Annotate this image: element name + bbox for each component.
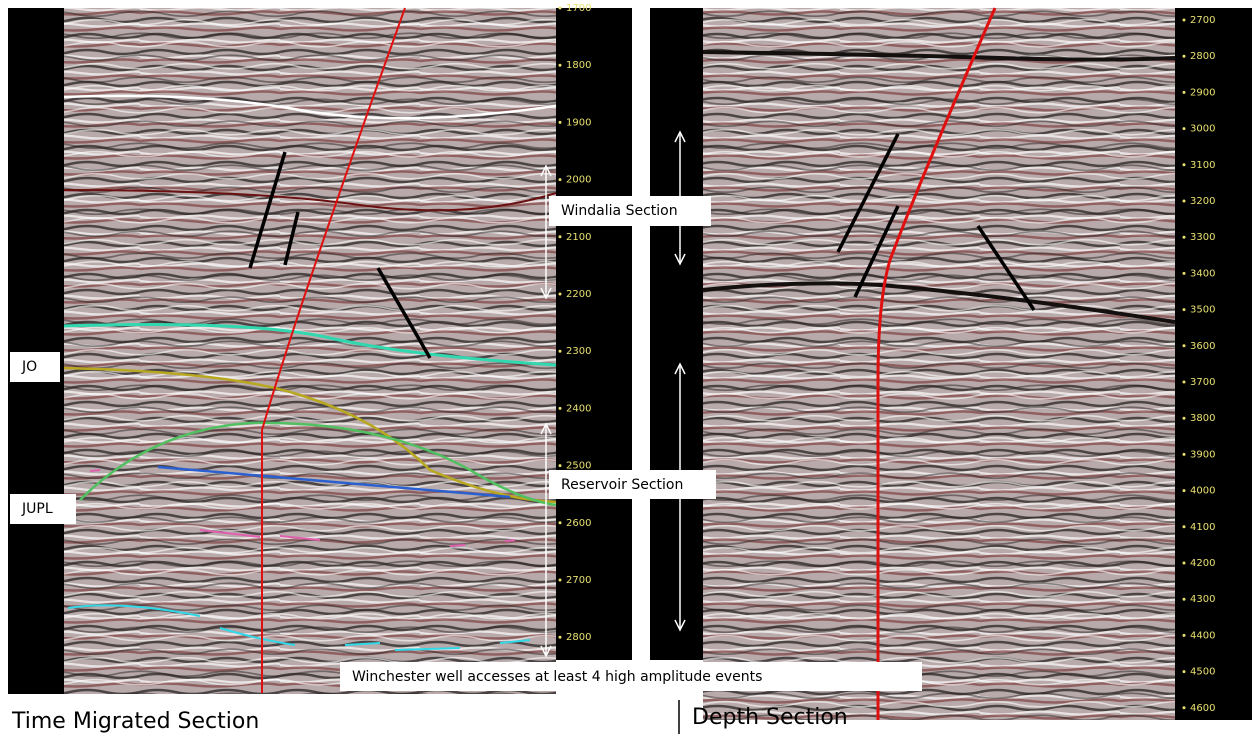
tick-label: 2100	[566, 232, 591, 243]
tick-dot	[559, 407, 562, 410]
axis-strip	[1175, 8, 1252, 720]
tick-dot	[1183, 91, 1186, 94]
label-box: Winchester well accesses at least 4 high…	[340, 662, 922, 691]
tick-label: 3200	[1190, 196, 1215, 207]
tick-label: 3600	[1190, 341, 1215, 352]
tick-dot	[1183, 489, 1186, 492]
panel-title: Time Migrated Section	[11, 709, 259, 734]
tick-label: 3000	[1190, 124, 1215, 135]
tick-label: 3500	[1190, 305, 1215, 316]
tick-dot	[559, 7, 562, 10]
tick-dot	[559, 636, 562, 639]
tick-dot	[559, 579, 562, 582]
tick-label: 3900	[1190, 449, 1215, 460]
tick-dot	[1183, 670, 1186, 673]
tick-label: 3100	[1190, 160, 1215, 171]
label-box: Reservoir Section	[549, 470, 716, 499]
tick-label: 2800	[1190, 51, 1215, 62]
label-box: JUPL	[10, 494, 76, 524]
tick-dot	[559, 121, 562, 124]
tick-dot	[1183, 19, 1186, 22]
tick-dot	[1183, 417, 1186, 420]
tick-label: 4100	[1190, 522, 1215, 533]
tick-dot	[1183, 598, 1186, 601]
tick-dot	[1183, 55, 1186, 58]
seismic-texture	[703, 8, 1175, 720]
tick-dot	[1183, 453, 1186, 456]
tick-label: 3700	[1190, 377, 1215, 388]
panel-strip	[650, 8, 703, 660]
tick-label: 3300	[1190, 232, 1215, 243]
tick-label: 3400	[1190, 268, 1215, 279]
panel-title: Depth Section	[692, 705, 848, 730]
tick-dot	[559, 293, 562, 296]
label-box: JO	[10, 352, 60, 382]
tick-dot	[1183, 236, 1186, 239]
tick-dot	[1183, 381, 1186, 384]
tick-dot	[559, 178, 562, 181]
tick-dot	[559, 464, 562, 467]
tick-label: 2000	[566, 175, 591, 186]
tick-label: 2700	[1190, 15, 1215, 26]
tick-label: 2600	[566, 518, 591, 529]
tick-label: 2200	[566, 289, 591, 300]
tick-label: 2800	[566, 632, 591, 643]
tick-label: 4000	[1190, 486, 1215, 497]
tick-dot	[1183, 525, 1186, 528]
tick-label: 1800	[566, 60, 591, 71]
tick-dot	[1183, 272, 1186, 275]
tick-dot	[1183, 127, 1186, 130]
tick-dot	[559, 64, 562, 67]
tick-label: 2400	[566, 403, 591, 414]
tick-label: 1900	[566, 117, 591, 128]
label-box: Windalia Section	[549, 196, 711, 226]
tick-label: 4500	[1190, 667, 1215, 678]
tick-dot	[1183, 562, 1186, 565]
tick-label: 2300	[566, 346, 591, 357]
tick-dot	[1183, 308, 1186, 311]
tick-label: 2900	[1190, 87, 1215, 98]
tick-dot	[559, 235, 562, 238]
tick-dot	[1183, 706, 1186, 709]
page: {"labels": {"jo": "JO", "jupl": "JUPL", …	[0, 0, 1252, 734]
figure: 1700180019002000210022002300240025002600…	[0, 0, 1252, 734]
tick-dot	[1183, 634, 1186, 637]
tick-label: 4400	[1190, 630, 1215, 641]
tick-dot	[1183, 163, 1186, 166]
tick-label: 1700	[566, 3, 591, 14]
tick-dot	[1183, 200, 1186, 203]
tick-dot	[1183, 344, 1186, 347]
tick-dot	[559, 521, 562, 524]
tick-label: 4200	[1190, 558, 1215, 569]
axis-strip	[556, 8, 632, 660]
panel-strip	[8, 8, 64, 694]
tick-label: 3800	[1190, 413, 1215, 424]
tick-label: 2700	[566, 575, 591, 586]
tick-dot	[559, 350, 562, 353]
tick-label: 4300	[1190, 594, 1215, 605]
tick-label: 4600	[1190, 703, 1215, 714]
